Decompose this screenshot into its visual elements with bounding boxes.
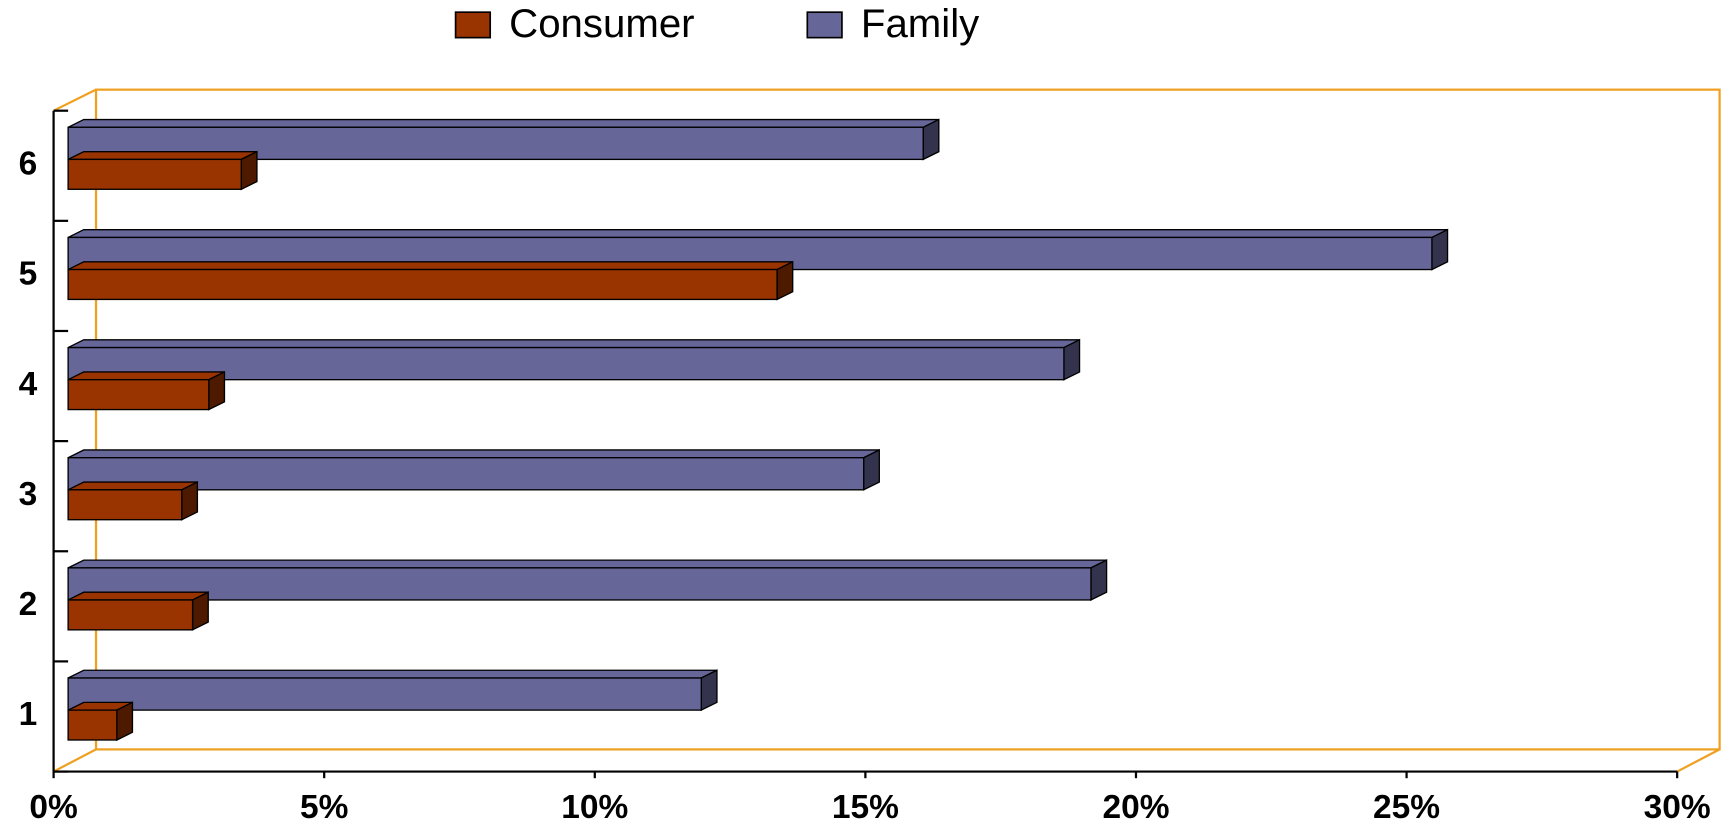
legend-label: Consumer xyxy=(509,2,694,46)
bar xyxy=(67,260,794,301)
y-tick-label: 5 xyxy=(19,256,38,293)
bar-top xyxy=(67,150,258,161)
bar-front xyxy=(67,268,778,301)
bar-side xyxy=(1063,338,1081,381)
y-tick-label: 3 xyxy=(19,476,38,513)
bar-side xyxy=(862,448,880,491)
x-tick-label: 30% xyxy=(1644,789,1711,826)
bar-top xyxy=(67,449,880,459)
bar-front xyxy=(67,677,702,711)
plot-frame xyxy=(53,88,1721,773)
bar-top xyxy=(67,118,940,128)
bar-front xyxy=(67,158,242,190)
x-tick-label: 25% xyxy=(1373,789,1440,826)
bar xyxy=(67,118,940,161)
x-tick-label: 15% xyxy=(832,789,899,826)
bar-top xyxy=(67,481,198,491)
bar xyxy=(67,481,199,521)
bar-front xyxy=(67,567,1092,601)
x-tick-label: 20% xyxy=(1102,789,1169,826)
bar-top xyxy=(67,339,1080,349)
bar-front xyxy=(67,346,1065,381)
bar-top xyxy=(67,559,1107,569)
bar xyxy=(67,448,880,491)
bar-side xyxy=(922,118,940,161)
bar-top xyxy=(67,229,1448,239)
bar-top xyxy=(67,261,794,271)
bar-top xyxy=(67,669,718,679)
x-tick-label: 0% xyxy=(29,789,77,826)
bar xyxy=(67,701,134,742)
bar-side xyxy=(700,669,718,712)
bar xyxy=(67,591,209,631)
bar-side xyxy=(1090,559,1108,602)
legend-label: Family xyxy=(861,2,979,46)
y-tick-label: 4 xyxy=(19,366,38,403)
bar xyxy=(67,559,1108,602)
bar-front xyxy=(67,379,210,411)
bar xyxy=(67,338,1081,381)
bar-front xyxy=(67,489,183,521)
legend-swatch xyxy=(454,11,492,39)
bar-front xyxy=(67,709,118,741)
legend-swatch xyxy=(806,11,843,39)
y-tick-label: 1 xyxy=(19,696,38,733)
bar xyxy=(67,370,226,411)
bar-top xyxy=(67,371,225,381)
bar xyxy=(67,669,718,712)
bar-front xyxy=(67,599,194,631)
bar-side xyxy=(1431,228,1449,271)
y-tick-label: 6 xyxy=(19,146,38,183)
bar-front xyxy=(67,457,865,491)
bar-top xyxy=(67,591,209,601)
x-tick-label: 10% xyxy=(561,789,628,826)
bar xyxy=(67,150,258,191)
x-tick-label: 5% xyxy=(300,789,348,826)
y-tick-label: 2 xyxy=(19,586,38,623)
